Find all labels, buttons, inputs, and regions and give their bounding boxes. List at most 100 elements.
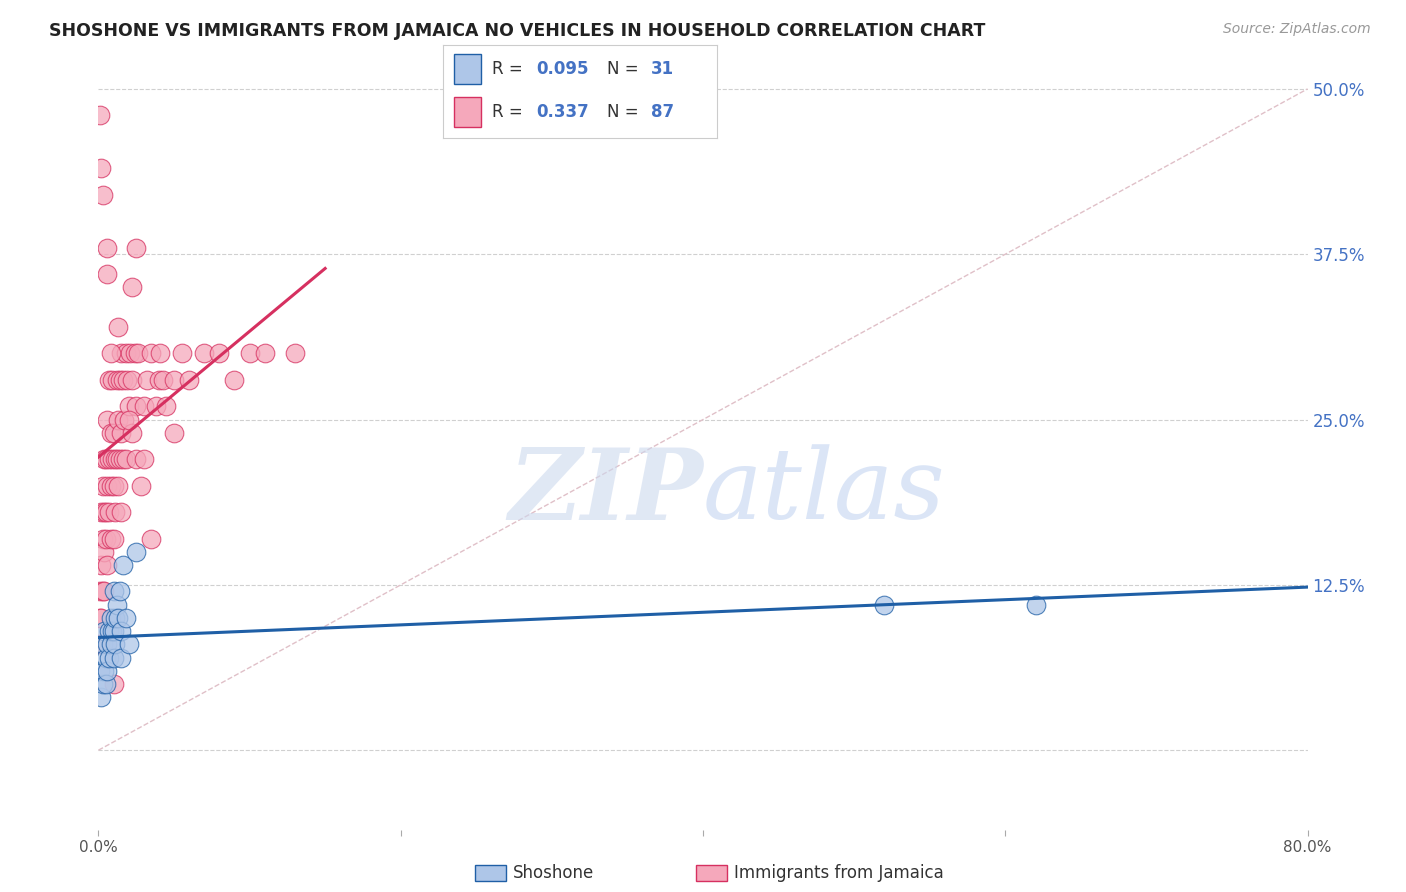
Point	[120, 346, 142, 360]
Point	[108, 584, 131, 599]
Text: R =: R =	[492, 103, 529, 121]
Text: 31: 31	[651, 60, 675, 78]
Point	[103, 532, 125, 546]
Point	[107, 412, 129, 426]
Point	[103, 425, 125, 440]
Point	[114, 346, 136, 360]
Point	[132, 400, 155, 414]
Point	[91, 677, 114, 691]
Bar	[454, 54, 481, 84]
Point	[163, 373, 186, 387]
Point	[96, 478, 118, 492]
Point	[224, 373, 246, 387]
Point	[103, 624, 125, 639]
Text: ZIP: ZIP	[508, 444, 703, 541]
Point	[121, 425, 143, 440]
Point	[94, 452, 117, 467]
Point	[94, 650, 117, 665]
Point	[110, 650, 132, 665]
Point	[155, 400, 177, 414]
Point	[96, 637, 118, 651]
Point	[91, 187, 114, 202]
Point	[110, 624, 132, 639]
Point	[253, 346, 276, 360]
Point	[105, 373, 128, 387]
Point	[101, 624, 124, 639]
Point	[125, 400, 148, 414]
Point	[118, 400, 141, 414]
Point	[114, 452, 136, 467]
Point	[93, 664, 115, 678]
Point	[103, 650, 125, 665]
Point	[100, 532, 122, 546]
Point	[170, 346, 193, 360]
Point	[107, 478, 129, 492]
Point	[89, 664, 111, 678]
Point	[90, 558, 112, 572]
Point	[108, 373, 131, 387]
Point	[94, 505, 117, 519]
Point	[284, 346, 307, 360]
Text: 0.095: 0.095	[536, 60, 589, 78]
Point	[110, 425, 132, 440]
Point	[111, 558, 134, 572]
Point	[100, 346, 122, 360]
Point	[114, 611, 136, 625]
Point	[110, 346, 132, 360]
Point	[104, 505, 127, 519]
Point	[141, 532, 163, 546]
Point	[103, 584, 125, 599]
Point	[115, 373, 138, 387]
Point	[96, 412, 118, 426]
Point	[121, 280, 143, 294]
Point	[105, 598, 128, 612]
Point	[100, 637, 122, 651]
Point	[93, 584, 115, 599]
Point	[100, 425, 122, 440]
Point	[239, 346, 262, 360]
Point	[135, 373, 157, 387]
Point	[108, 452, 131, 467]
Point	[89, 108, 111, 122]
Point	[129, 478, 152, 492]
Point	[101, 452, 124, 467]
Point	[93, 452, 115, 467]
Point	[104, 611, 127, 625]
Text: Immigrants from Jamaica: Immigrants from Jamaica	[734, 864, 943, 882]
Point	[121, 373, 143, 387]
Point	[111, 452, 134, 467]
Text: Shoshone: Shoshone	[513, 864, 595, 882]
Point	[125, 241, 148, 255]
Point	[149, 346, 172, 360]
Point	[93, 545, 115, 559]
Point	[93, 505, 115, 519]
Point	[98, 624, 121, 639]
Text: 87: 87	[651, 103, 675, 121]
Point	[89, 584, 111, 599]
Point	[179, 373, 201, 387]
Point	[110, 505, 132, 519]
Point	[91, 478, 114, 492]
Point	[111, 373, 134, 387]
Point	[107, 611, 129, 625]
Point	[94, 677, 117, 691]
Point	[163, 425, 186, 440]
Point	[104, 452, 127, 467]
Point	[91, 584, 114, 599]
Point	[145, 400, 167, 414]
Point	[90, 690, 112, 705]
Point	[100, 478, 122, 492]
Point	[118, 637, 141, 651]
Point	[98, 452, 121, 467]
Point	[125, 545, 148, 559]
Point	[96, 267, 118, 281]
Text: N =: N =	[607, 60, 644, 78]
Point	[125, 452, 148, 467]
Point	[1024, 598, 1046, 612]
Point	[91, 532, 114, 546]
Text: atlas: atlas	[703, 444, 946, 540]
Point	[96, 558, 118, 572]
Point	[208, 346, 231, 360]
Point	[98, 373, 121, 387]
Point	[127, 346, 149, 360]
